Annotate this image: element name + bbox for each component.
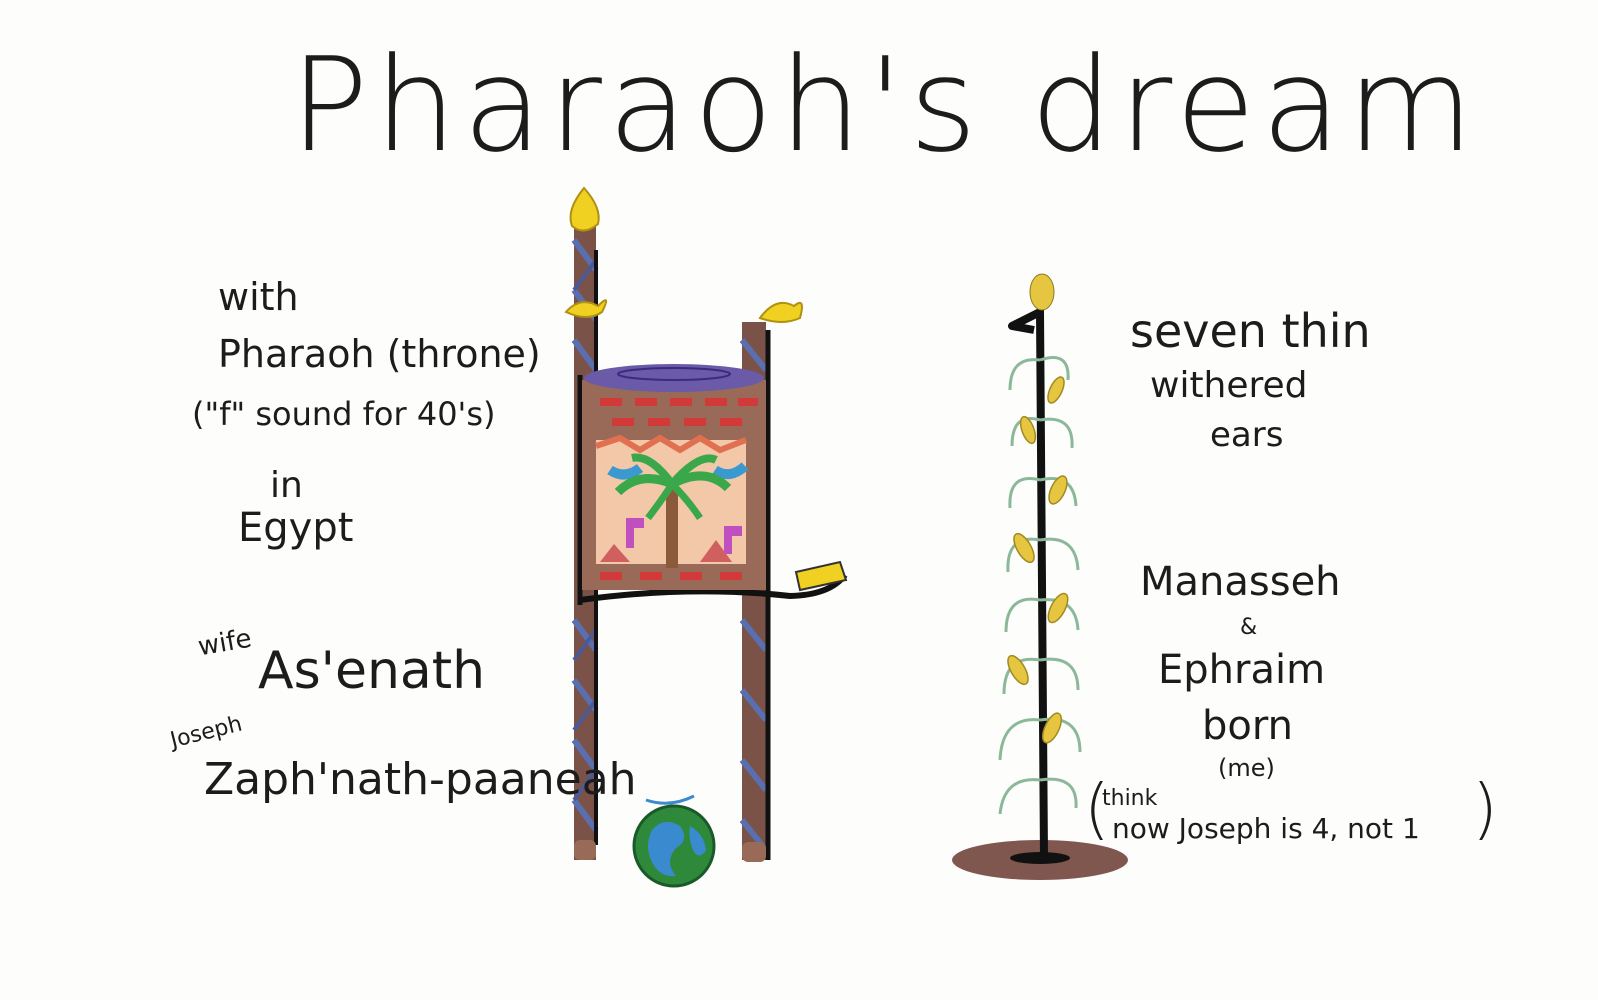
throne-bricks: [600, 398, 758, 580]
paren-open: (: [1084, 770, 1110, 847]
note-joseph-is-4: now Joseph is 4, not 1: [1112, 812, 1420, 845]
note-f-sound: ("f" sound for 40's): [192, 395, 496, 433]
stalk-numeral: 1: [1020, 308, 1021, 309]
earth-globe: [632, 794, 716, 888]
note-ampersand: &: [1240, 615, 1258, 640]
left-flame: [569, 186, 600, 232]
note-ears: ears: [1210, 415, 1284, 455]
joseph-egyptian-name: Zaph'nath-paaneah: [204, 754, 637, 805]
note-born: born: [1202, 703, 1293, 749]
throne-drawing: [564, 186, 848, 862]
palm-tree: [614, 453, 732, 568]
note-manasseh: Manasseh: [1140, 559, 1341, 605]
note-in: in: [270, 465, 303, 506]
note-think: think: [1102, 786, 1158, 811]
note-ephraim: Ephraim: [1158, 647, 1326, 693]
note-pharaoh-throne: Pharaoh (throne): [218, 332, 541, 376]
note-egypt: Egypt: [238, 505, 354, 551]
page-title: Pharaoh's dream: [290, 29, 1480, 181]
note-seven-thin: seven thin: [1130, 304, 1371, 358]
wife-name: As'enath: [258, 641, 486, 701]
note-me: (me): [1218, 754, 1275, 782]
corn-stalk: [952, 273, 1128, 880]
paren-close: ): [1472, 770, 1498, 847]
note-withered: withered: [1150, 365, 1308, 406]
note-with: with: [218, 275, 299, 319]
